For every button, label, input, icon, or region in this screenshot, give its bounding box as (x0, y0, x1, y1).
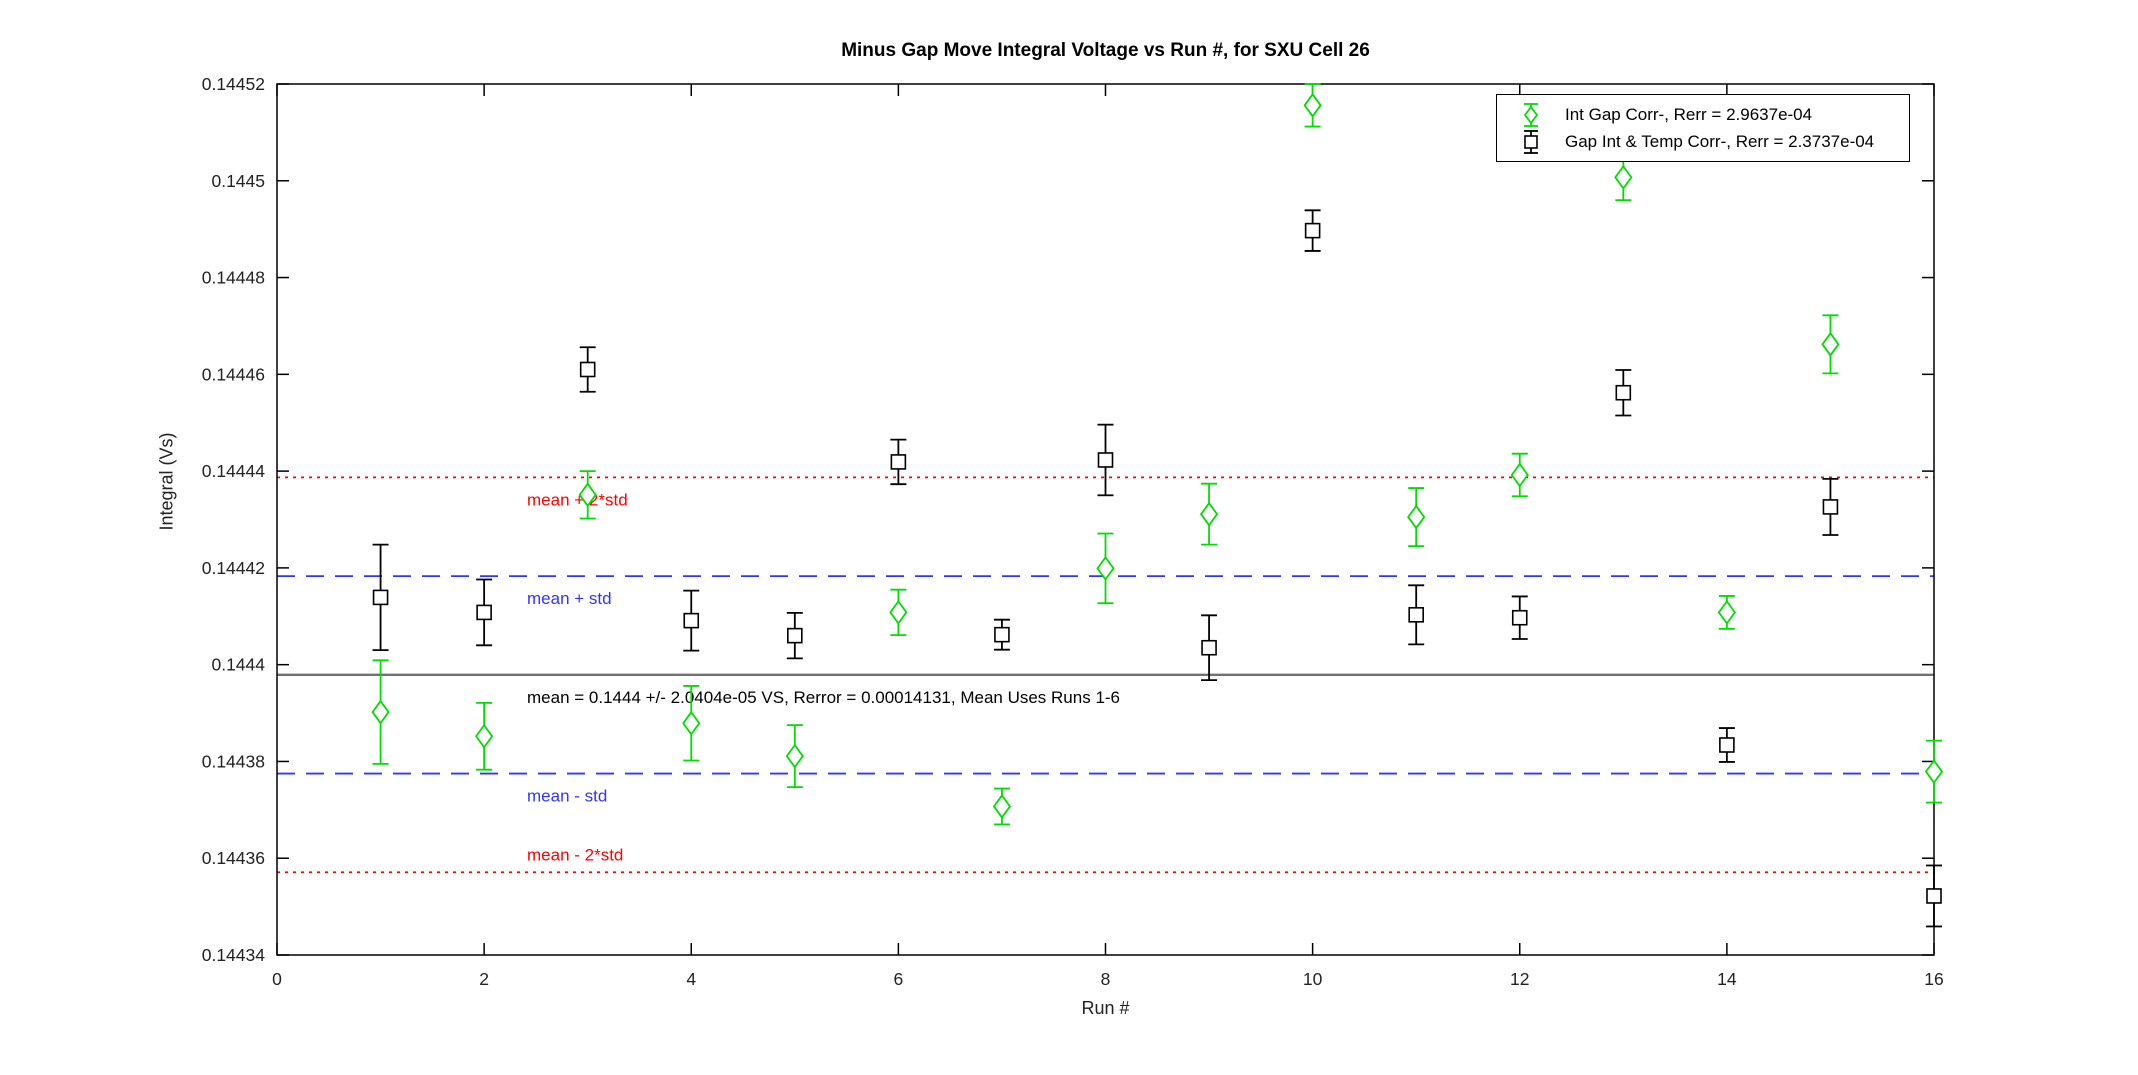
legend: Int Gap Corr-, Rerr = 2.9637e-04 Gap Int… (1496, 94, 1910, 162)
x-tick-label: 0 (272, 969, 282, 989)
errorbar-diamond-icon (1511, 102, 1551, 128)
x-tick-label: 14 (1717, 969, 1737, 989)
y-tick-label: 0.14444 (202, 461, 266, 481)
y-tick-label: 0.14448 (202, 268, 265, 288)
x-tick-label: 12 (1510, 969, 1529, 989)
y-tick-label: 0.14436 (202, 848, 265, 868)
y-tick-label: 0.14434 (202, 945, 266, 965)
reference-line-label: mean = 0.1444 +/- 2.0404e-05 VS, Rerror … (527, 688, 1120, 707)
legend-item-label: Int Gap Corr-, Rerr = 2.9637e-04 (1565, 104, 1813, 124)
x-axis-label: Run # (1081, 998, 1130, 1018)
y-tick-label: 0.1445 (211, 171, 265, 191)
x-tick-label: 10 (1303, 969, 1323, 989)
y-tick-label: 0.1444 (211, 655, 265, 675)
y-tick-label: 0.14452 (202, 74, 265, 94)
reference-line-label: mean + std (527, 589, 612, 608)
x-tick-label: 4 (686, 969, 696, 989)
x-tick-label: 2 (479, 969, 489, 989)
x-tick-label: 6 (894, 969, 904, 989)
y-tick-label: 0.14442 (202, 558, 265, 578)
y-tick-label: 0.14446 (202, 364, 265, 384)
reference-line-label: mean + 2*std (527, 490, 628, 509)
y-axis-label: Integral (Vs) (156, 432, 177, 531)
series-int-gap-corr (371, 83, 1944, 826)
reference-line-label: mean - 2*std (527, 845, 623, 864)
series-gap-int-temp-corr (372, 209, 1942, 928)
x-tick-label: 16 (1924, 969, 1943, 989)
reference-line-label: mean - std (527, 787, 607, 806)
legend-item-label: Gap Int & Temp Corr-, Rerr = 2.3737e-04 (1565, 131, 1875, 151)
errorbar-square-icon (1511, 129, 1551, 155)
legend-item: Gap Int & Temp Corr-, Rerr = 2.3737e-04 (1511, 128, 1899, 155)
axes: 0 2 4 6 8 10 12 14 16 0.14434 0.14436 0.14438 0.1444… (202, 74, 1944, 989)
x-tick-label: 8 (1101, 969, 1111, 989)
legend-item: Int Gap Corr-, Rerr = 2.9637e-04 (1511, 101, 1899, 128)
y-tick-label: 0.14438 (202, 751, 265, 771)
chart-title: Minus Gap Move Integral Voltage vs Run #… (841, 40, 1370, 61)
